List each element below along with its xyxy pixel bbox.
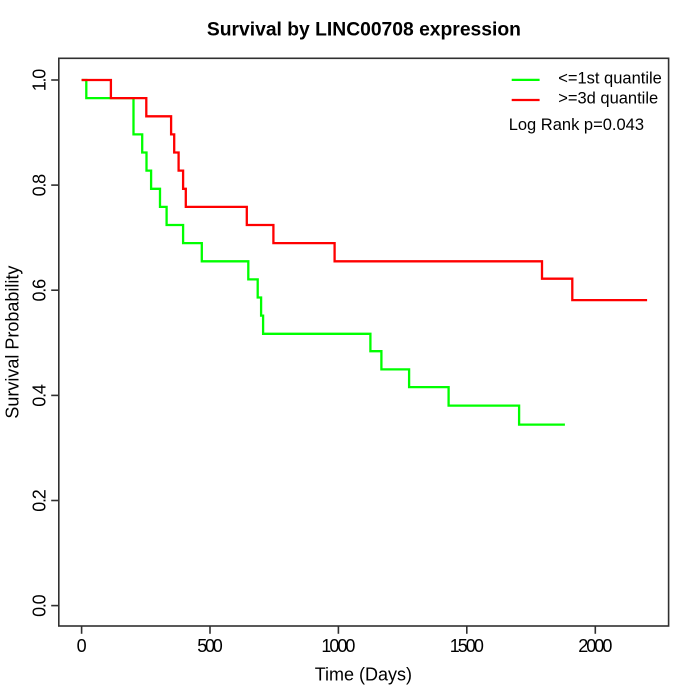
svg-text:Time (Days): Time (Days) (315, 665, 412, 685)
svg-text:Log Rank p=0.043: Log Rank p=0.043 (509, 116, 644, 134)
svg-text:<=1st quantile: <=1st quantile (558, 69, 662, 87)
svg-text:0: 0 (77, 636, 87, 656)
svg-text:0.2: 0.2 (30, 489, 50, 512)
svg-text:0.8: 0.8 (30, 174, 50, 197)
svg-text:Survival Probability: Survival Probability (3, 266, 23, 419)
svg-text:0.6: 0.6 (30, 279, 50, 302)
svg-text:0.4: 0.4 (30, 384, 50, 407)
svg-text:1500: 1500 (450, 636, 484, 656)
svg-text:>=3d quantile: >=3d quantile (558, 90, 658, 108)
svg-text:Survival by LINC00708 expressi: Survival by LINC00708 expression (207, 20, 521, 41)
svg-text:500: 500 (197, 636, 223, 656)
svg-text:0.0: 0.0 (30, 594, 50, 617)
svg-text:1000: 1000 (321, 636, 355, 656)
svg-text:1.0: 1.0 (30, 69, 50, 92)
svg-text:2000: 2000 (578, 636, 612, 656)
